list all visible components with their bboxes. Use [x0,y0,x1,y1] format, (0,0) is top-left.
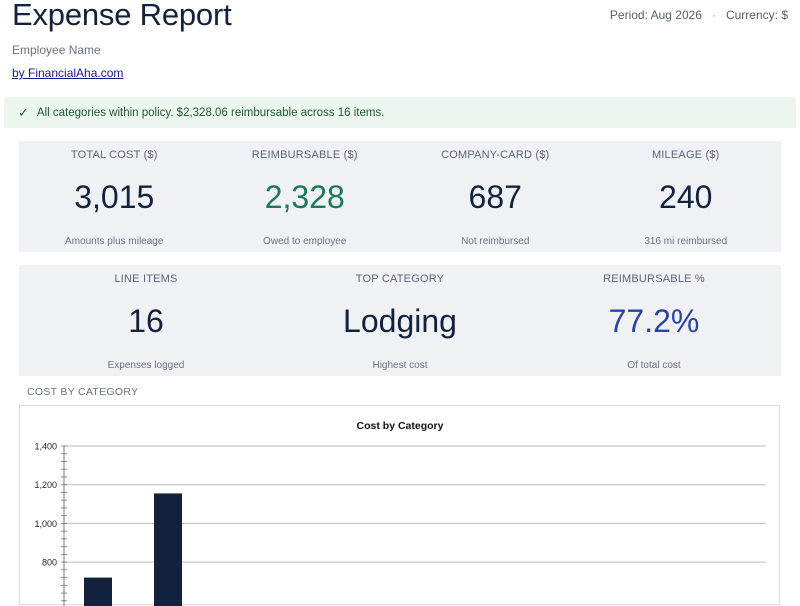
report-meta: Period: Aug 2026 · Currency: $ [610,8,788,22]
kpi-value: 687 [468,179,522,215]
kpi-row-costs: TOTAL COST ($) 3,015 Amounts plus mileag… [19,141,781,252]
kpi-top-category: TOP CATEGORY Lodging Highest cost [273,265,527,376]
y-tick-label: 800 [42,558,57,568]
kpi-company-card: COMPANY-CARD ($) 687 Not reimbursed [400,141,591,252]
kpi-row-summary: LINE ITEMS 16 Expenses logged TOP CATEGO… [19,265,781,376]
kpi-reimbursable: REIMBURSABLE ($) 2,328 Owed to employee [210,141,401,252]
kpi-subtext: Of total cost [627,360,681,371]
category-bar [84,577,112,606]
kpi-value: 240 [659,179,713,215]
check-icon: ✓ [18,104,29,120]
y-tick-label: 1,200 [34,480,57,490]
kpi-subtext: 316 mi reimbursed [644,236,728,247]
kpi-label: COMPANY-CARD ($) [441,149,550,161]
y-tick-label: 1,000 [34,519,57,529]
section-label-cost-by-category: COST BY CATEGORY [27,386,139,398]
policy-status-banner: ✓ All categories within policy. $2,328.0… [4,97,796,128]
kpi-subtext: Owed to employee [263,236,347,247]
kpi-label: MILEAGE ($) [651,149,720,161]
kpi-value: 2,328 [264,179,345,215]
period-label: Period: Aug 2026 [609,8,702,22]
kpi-value: 77.2% [608,303,700,339]
meta-separator: · [711,8,716,22]
policy-status-text: All categories within policy. $2,328.06 … [36,106,385,119]
kpi-value: 16 [128,303,164,339]
employee-name: Employee Name [12,43,101,57]
kpi-subtext: Highest cost [372,360,428,371]
chart-title: Cost by Category [357,420,444,432]
kpi-label: REIMBURSABLE % [603,273,705,285]
kpi-subtext: Amounts plus mileage [65,236,164,247]
page-title: Expense Report [12,0,232,32]
kpi-mileage: MILEAGE ($) 240 316 mi reimbursed [591,141,782,252]
y-tick-label: 1,400 [34,442,57,452]
kpi-subtext: Expenses logged [107,360,185,371]
kpi-label: REIMBURSABLE ($) [251,149,358,161]
kpi-value: Lodging [343,303,457,339]
cost-by-category-chart: Cost by Category 800 1,000 1,200 1,400 [19,405,780,606]
kpi-label: TOP CATEGORY [355,273,445,285]
kpi-reimbursable-percent: REIMBURSABLE % 77.2% Of total cost [527,265,781,376]
kpi-value: 3,015 [74,179,155,215]
kpi-subtext: Not reimbursed [461,236,530,247]
byline-link[interactable]: by FinancialAha.com [12,66,124,80]
kpi-label: TOTAL COST ($) [70,149,158,161]
kpi-total-cost: TOTAL COST ($) 3,015 Amounts plus mileag… [19,141,210,252]
kpi-line-items: LINE ITEMS 16 Expenses logged [19,265,273,376]
currency-label: Currency: $ [725,8,788,22]
category-bar [154,493,182,606]
kpi-label: LINE ITEMS [114,273,178,285]
chart-canvas: Cost by Category 800 1,000 1,200 1,400 [34,420,766,606]
